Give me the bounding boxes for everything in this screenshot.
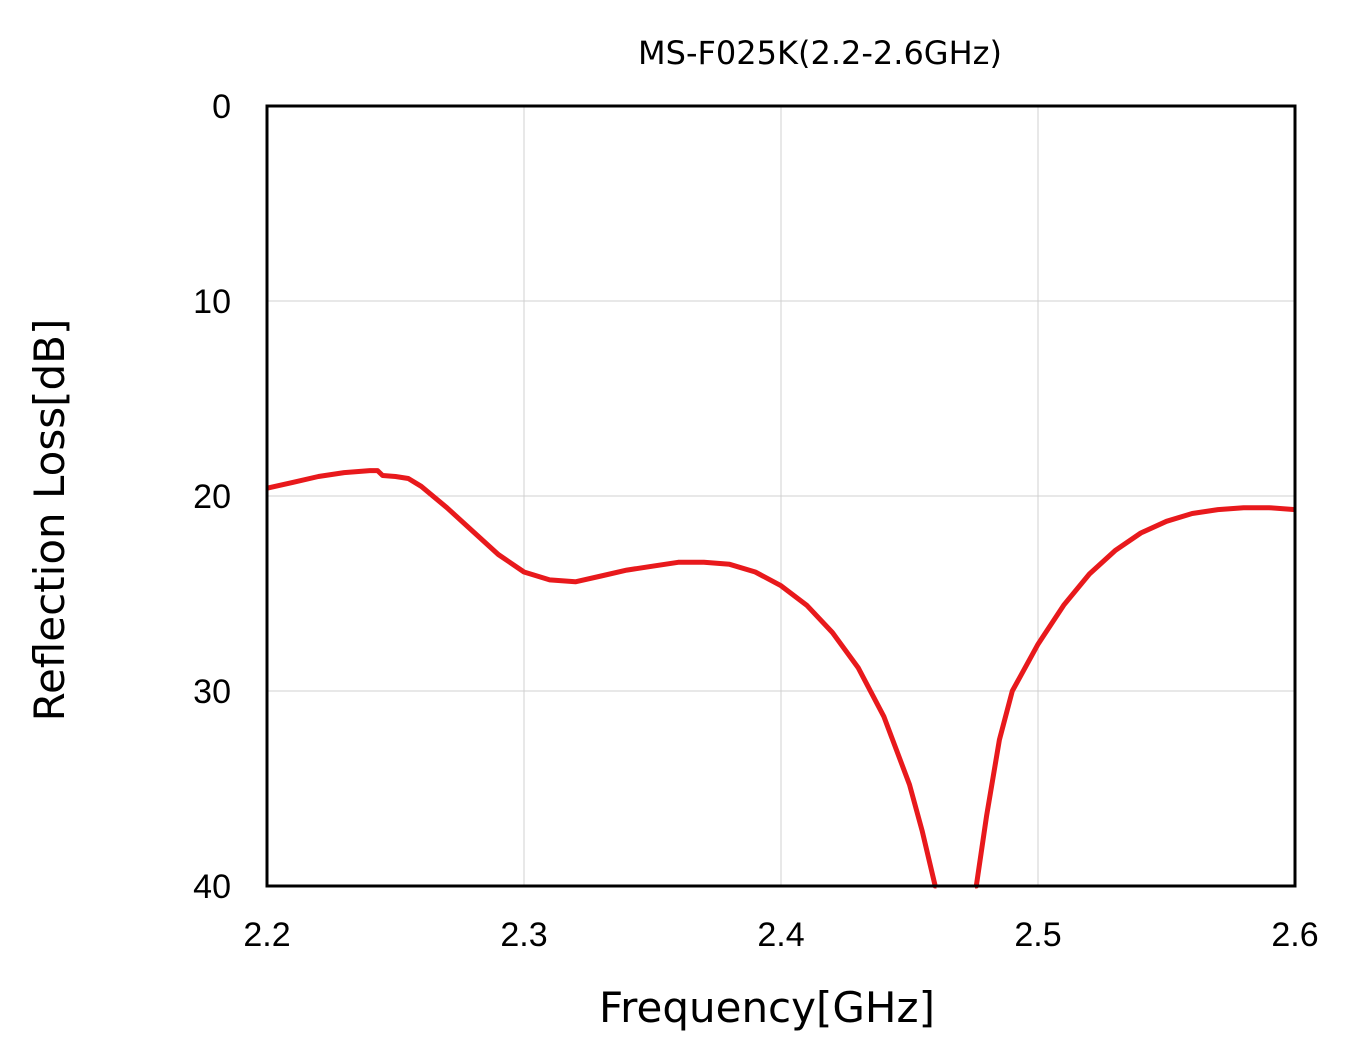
series-line [266, 468, 938, 889]
plot-area-frame [265, 104, 1297, 888]
x-axis-ticks: 2.2 2.3 2.4 2.5 2.6 [243, 916, 1318, 954]
series-line [973, 505, 1296, 889]
x-tick-label: 2.4 [757, 916, 804, 954]
x-tick-label: 2.5 [1014, 916, 1061, 954]
y-tick-label: 40 [193, 868, 231, 906]
x-tick-label: 2.6 [1271, 916, 1318, 954]
series-group [266, 468, 1296, 889]
y-tick-label: 10 [193, 283, 231, 321]
x-tick-label: 2.3 [500, 916, 547, 954]
y-axis-title: Reflection Loss[dB] [25, 319, 74, 722]
x-axis-title: Frequency[GHz] [599, 983, 935, 1032]
x-tick-label: 2.2 [243, 916, 290, 954]
y-axis-ticks: 0 10 20 30 40 [193, 88, 231, 906]
grid-lines [267, 106, 1295, 886]
chart-title: MS-F025K(2.2-2.6GHz) [638, 34, 1002, 72]
y-tick-label: 0 [212, 88, 231, 126]
y-tick-label: 20 [193, 478, 231, 516]
y-tick-label: 30 [193, 673, 231, 711]
